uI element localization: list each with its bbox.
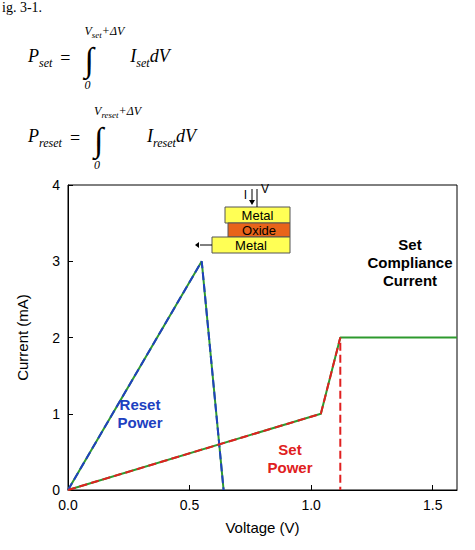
svg-text:1.5: 1.5 xyxy=(423,497,443,513)
svg-text:Oxide: Oxide xyxy=(242,223,276,238)
svg-text:Voltage (V): Voltage (V) xyxy=(225,519,299,536)
html-text:IresetdV: IresetdV xyxy=(147,125,196,150)
svg-text:3: 3 xyxy=(52,253,60,269)
html-text:Preset =: Preset = xyxy=(28,125,80,150)
svg-text:Current: Current xyxy=(383,272,437,289)
svg-text:Compliance: Compliance xyxy=(367,254,452,271)
svg-text:Current (mA): Current (mA) xyxy=(14,294,31,381)
svg-text:2: 2 xyxy=(52,330,60,346)
svg-text:Power: Power xyxy=(267,459,312,476)
svg-text:Power: Power xyxy=(117,414,162,431)
svg-text:0.0: 0.0 xyxy=(58,497,78,513)
svg-text:Reset: Reset xyxy=(120,396,161,413)
html-text:Pset =: Pset = xyxy=(28,45,71,70)
svg-text:Metal: Metal xyxy=(235,238,267,253)
html-text:Vset+ΔV: Vset+ΔV xyxy=(84,23,125,41)
svg-text:Set: Set xyxy=(278,441,301,458)
svg-text:V: V xyxy=(261,182,269,196)
svg-text:I: I xyxy=(244,188,247,202)
svg-text:0: 0 xyxy=(52,482,60,498)
svg-text:4: 4 xyxy=(52,177,60,193)
html-text:ig. 3-1.: ig. 3-1. xyxy=(2,0,43,15)
svg-text:0.5: 0.5 xyxy=(180,497,200,513)
html-text:0: 0 xyxy=(84,78,91,93)
svg-text:1.0: 1.0 xyxy=(301,497,321,513)
html-text:IsetdV: IsetdV xyxy=(130,45,170,70)
html-text:Vreset+ΔV: Vreset+ΔV xyxy=(94,103,141,121)
svg-text:Metal: Metal xyxy=(242,208,274,223)
html-text:0: 0 xyxy=(94,158,100,173)
svg-text:1: 1 xyxy=(52,406,60,422)
svg-text:Set: Set xyxy=(398,236,421,253)
